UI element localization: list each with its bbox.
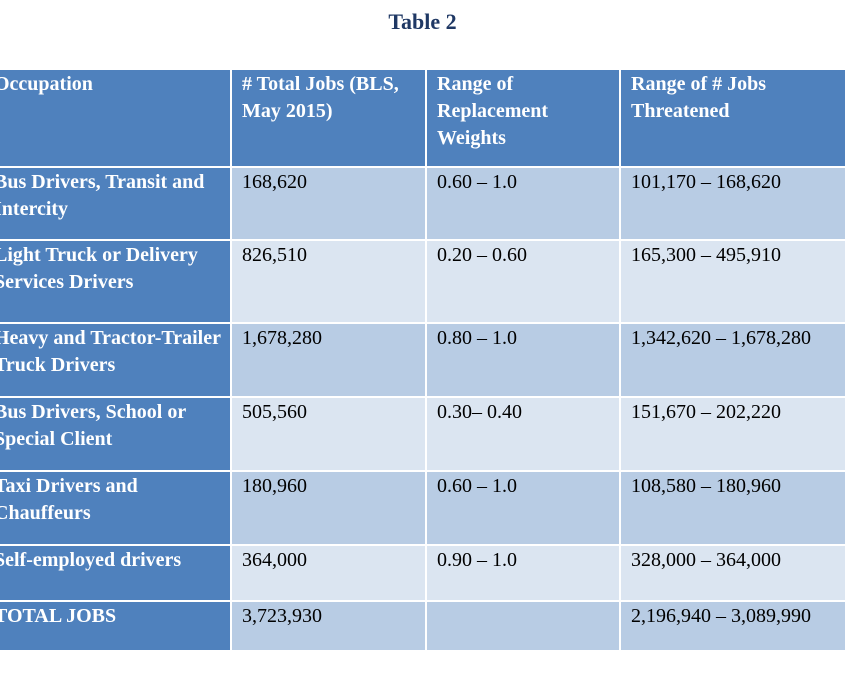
row-threatened: 165,300 – 495,910 — [619, 239, 845, 324]
row-occupation: Light Truck or Delivery Services Drivers — [0, 239, 232, 324]
row-weights: 0.60 – 1.0 — [425, 166, 621, 241]
row-threatened: 1,342,620 – 1,678,280 — [619, 322, 845, 398]
table-row: Heavy and Tractor-Trailer Truck Drivers … — [0, 322, 845, 398]
table-title: Table 2 — [388, 9, 457, 34]
table-row: Bus Drivers, Transit and Intercity 168,6… — [0, 166, 845, 241]
table-row: Self-employed drivers 364,000 0.90 – 1.0… — [0, 544, 845, 602]
data-table: Occupation # Total Jobs (BLS, May 2015) … — [0, 68, 845, 652]
row-threatened: 328,000 – 364,000 — [619, 544, 845, 602]
row-total-jobs: 1,678,280 — [230, 322, 427, 398]
row-total-jobs: 505,560 — [230, 396, 427, 472]
row-weights: 0.80 – 1.0 — [425, 322, 621, 398]
row-occupation: Heavy and Tractor-Trailer Truck Drivers — [0, 322, 232, 398]
row-occupation: TOTAL JOBS — [0, 600, 232, 652]
row-total-jobs: 364,000 — [230, 544, 427, 602]
table-row: Taxi Drivers and Chauffeurs 180,960 0.60… — [0, 470, 845, 546]
row-weights: 0.20 – 0.60 — [425, 239, 621, 324]
row-total-jobs: 826,510 — [230, 239, 427, 324]
table-row: Light Truck or Delivery Services Drivers… — [0, 239, 845, 324]
row-weights: 0.60 – 1.0 — [425, 470, 621, 546]
header-row: Occupation # Total Jobs (BLS, May 2015) … — [0, 68, 845, 168]
row-total-jobs: 168,620 — [230, 166, 427, 241]
header-total-jobs: # Total Jobs (BLS, May 2015) — [230, 68, 427, 168]
row-threatened: 2,196,940 – 3,089,990 — [619, 600, 845, 652]
table-row-total: TOTAL JOBS 3,723,930 2,196,940 – 3,089,9… — [0, 600, 845, 652]
header-occupation: Occupation — [0, 68, 232, 168]
row-total-jobs: 3,723,930 — [230, 600, 427, 652]
row-occupation: Taxi Drivers and Chauffeurs — [0, 470, 232, 546]
row-occupation: Bus Drivers, Transit and Intercity — [0, 166, 232, 241]
row-weights: 0.30– 0.40 — [425, 396, 621, 472]
header-jobs-threatened: Range of # Jobs Threatened — [619, 68, 845, 168]
row-total-jobs: 180,960 — [230, 470, 427, 546]
row-weights: 0.90 – 1.0 — [425, 544, 621, 602]
row-weights — [425, 600, 621, 652]
row-occupation: Bus Drivers, School or Special Client — [0, 396, 232, 472]
row-threatened: 151,670 – 202,220 — [619, 396, 845, 472]
row-occupation: Self-employed drivers — [0, 544, 232, 602]
table-row: Bus Drivers, School or Special Client 50… — [0, 396, 845, 472]
header-replacement-weights: Range of Replacement Weights — [425, 68, 621, 168]
row-threatened: 101,170 – 168,620 — [619, 166, 845, 241]
row-threatened: 108,580 – 180,960 — [619, 470, 845, 546]
